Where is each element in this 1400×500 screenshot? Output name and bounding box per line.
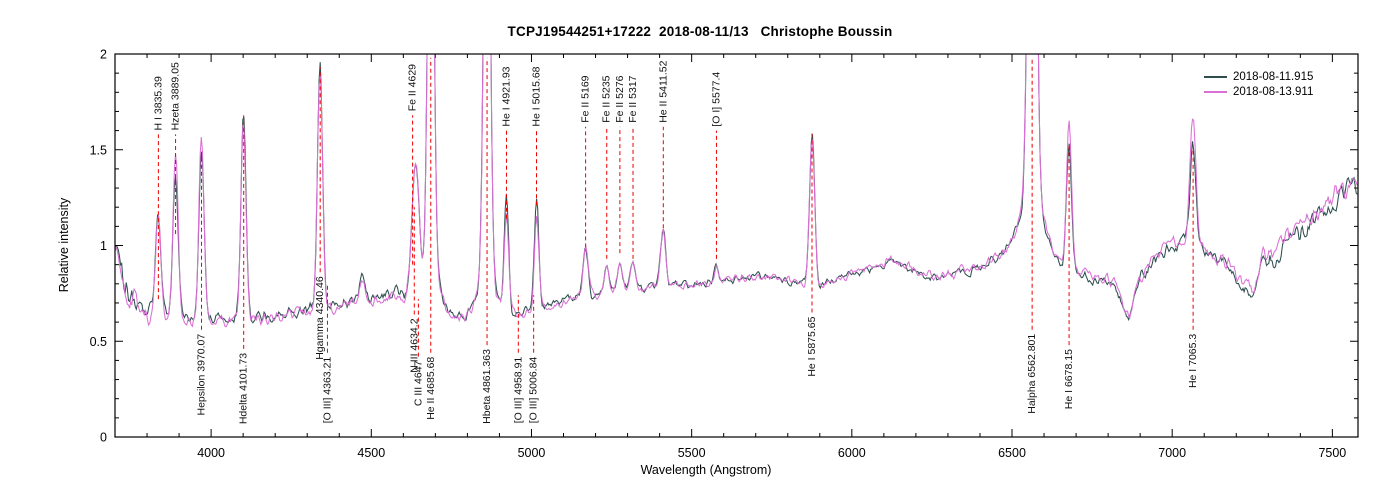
x-tick-label: 6500: [998, 446, 1026, 460]
spectral-line-label: Fe II 4629: [407, 64, 419, 111]
x-tick-label: 4500: [357, 446, 385, 460]
spectral-line-label: He I 5875.65: [806, 316, 818, 376]
plot-border: [114, 53, 1359, 438]
x-axis-title: Wavelength (Angstrom): [640, 463, 772, 477]
legend-label-series-1: 2018-08-11.915: [1233, 70, 1314, 83]
spectral-line-label: Fe II 5235: [601, 75, 613, 122]
spectral-line-label: C III 4647: [412, 360, 424, 406]
spectral-line-label: Fe II 5276: [614, 75, 626, 122]
spectral-line-label: Fe II 5169: [580, 75, 592, 122]
chart-title: TCPJ19544251+17222 2018-08-11/13 Christo…: [507, 24, 893, 39]
x-tick-label: 5000: [518, 446, 546, 460]
spectral-line-label: He II 5411.52: [657, 60, 669, 122]
y-tick-label: 1.5: [90, 143, 107, 157]
y-tick-label: 2: [100, 48, 107, 62]
y-tick-label: 0: [100, 431, 107, 445]
spectral-line-label: [O III] 4363.21: [321, 357, 333, 424]
spectral-line-label: He I 7065.3: [1187, 334, 1199, 388]
spectral-line-label: Hdelta 4101.73: [238, 353, 250, 424]
spectral-line-label: Hgamma 4340.46: [314, 276, 326, 360]
spectral-line-label: Hzeta 3889.05: [170, 62, 182, 130]
spectral-line-label: [O III] 5006.84: [528, 357, 540, 424]
spectral-line-label: [O I] 5577.4: [710, 72, 722, 127]
x-tick-label: 7000: [1158, 446, 1186, 460]
spectral-line-label: He I 5015.68: [530, 66, 542, 126]
legend-swatch-series-2: [1204, 90, 1227, 93]
spectral-line-label: H I 3835.39: [152, 76, 164, 130]
x-tick-label: 4000: [197, 446, 225, 460]
x-tick-label: 5500: [678, 446, 706, 460]
spectral-line-label: [O III] 4958.91: [512, 357, 524, 424]
legend-item-1: 2018-08-11.915: [1204, 69, 1313, 84]
legend: 2018-08-11.915 2018-08-13.911: [1204, 69, 1313, 99]
spectral-line-label: He I 6678.15: [1063, 349, 1075, 409]
spectral-line-label: He II 4685.68: [425, 357, 437, 420]
spectral-line-label: He I 4921.93: [500, 66, 512, 126]
spectral-line-label: Halpha 6562.801: [1026, 334, 1038, 414]
spectral-line-label: Hbeta 4861.363: [481, 349, 493, 424]
y-tick-label: 1: [100, 239, 107, 253]
x-tick-label: 6000: [838, 446, 866, 460]
x-tick-label: 7500: [1318, 446, 1346, 460]
spectral-line-label: Fe II 5317: [627, 75, 639, 122]
y-tick-label: 0.5: [90, 335, 107, 349]
spectral-line-label: Hepsilon 3970.07: [196, 334, 208, 416]
spectrum-series-2: [115, 54, 1358, 328]
legend-swatch-series-1: [1204, 75, 1227, 78]
legend-label-series-2: 2018-08-13.911: [1233, 85, 1314, 98]
spectral-line-label: N III 4634.2: [408, 318, 420, 372]
legend-item-2: 2018-08-13.911: [1204, 84, 1313, 99]
spectrum-series-1: [115, 54, 1358, 324]
